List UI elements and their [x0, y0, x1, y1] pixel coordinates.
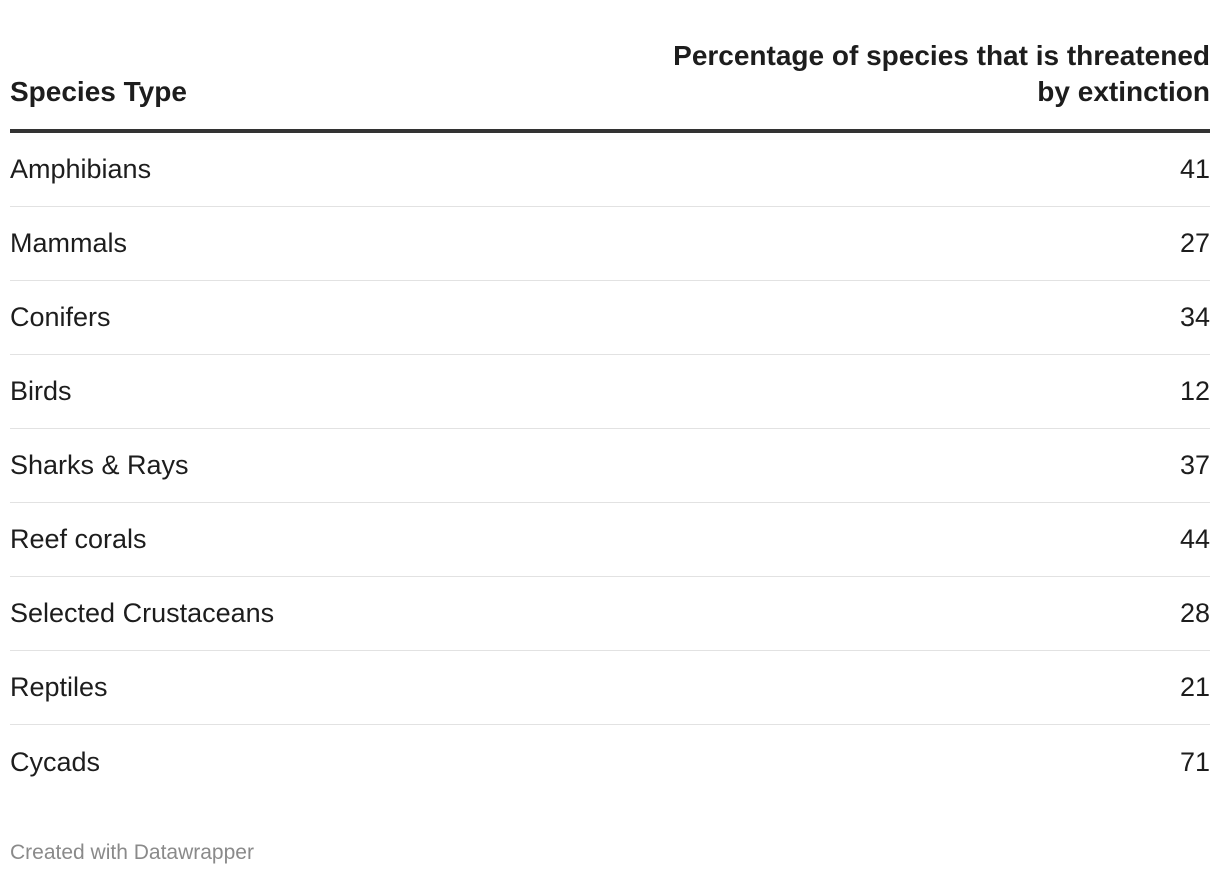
- table-row: Cycads 71: [10, 725, 1210, 799]
- species-name-cell: Amphibians: [10, 154, 152, 184]
- percentage-value-cell: 41: [1179, 154, 1210, 184]
- percentage-value-cell: 21: [1179, 672, 1210, 702]
- percentage-value-cell: 71: [1179, 746, 1210, 777]
- percentage-value-cell: 12: [1179, 376, 1210, 406]
- percentage-value-cell: 28: [1179, 598, 1210, 628]
- species-name-cell: Reef corals: [10, 524, 147, 554]
- table-body: Amphibians 41 Mammals 27 Conifers 34 Birds 12 Sh…: [10, 133, 1210, 799]
- table-row: Reef corals 44: [10, 503, 1210, 577]
- column-header-percentage: Percentage of species that is threatened…: [673, 40, 1210, 107]
- table-row: Selected Crustaceans 28: [10, 577, 1210, 651]
- table-row: Birds 12: [10, 355, 1210, 429]
- table-row: Reptiles 21: [10, 651, 1210, 725]
- percentage-value-cell: 27: [1179, 228, 1210, 258]
- species-name-cell: Conifers: [10, 302, 111, 332]
- percentage-value-cell: 44: [1179, 524, 1210, 554]
- species-name-cell: Mammals: [10, 228, 128, 258]
- column-header-species-type: Species Type: [10, 76, 187, 107]
- species-name-cell: Cycads: [10, 746, 101, 777]
- species-name-cell: Selected Crustaceans: [10, 598, 275, 628]
- species-name-cell: Birds: [10, 376, 72, 406]
- table-row: Amphibians 41: [10, 133, 1210, 207]
- table-row: Sharks & Rays 37: [10, 429, 1210, 503]
- percentage-value-cell: 37: [1179, 450, 1210, 480]
- percentage-value-cell: 34: [1179, 302, 1210, 332]
- species-name-cell: Reptiles: [10, 672, 108, 702]
- table-row: Mammals 27: [10, 207, 1210, 281]
- species-name-cell: Sharks & Rays: [10, 450, 189, 480]
- table-header: Species Type Percentage of species that …: [10, 36, 1210, 133]
- datawrapper-credit: Created with Datawrapper: [10, 841, 254, 864]
- table-row: Conifers 34: [10, 281, 1210, 355]
- data-table: Species Type Percentage of species that …: [10, 36, 1210, 799]
